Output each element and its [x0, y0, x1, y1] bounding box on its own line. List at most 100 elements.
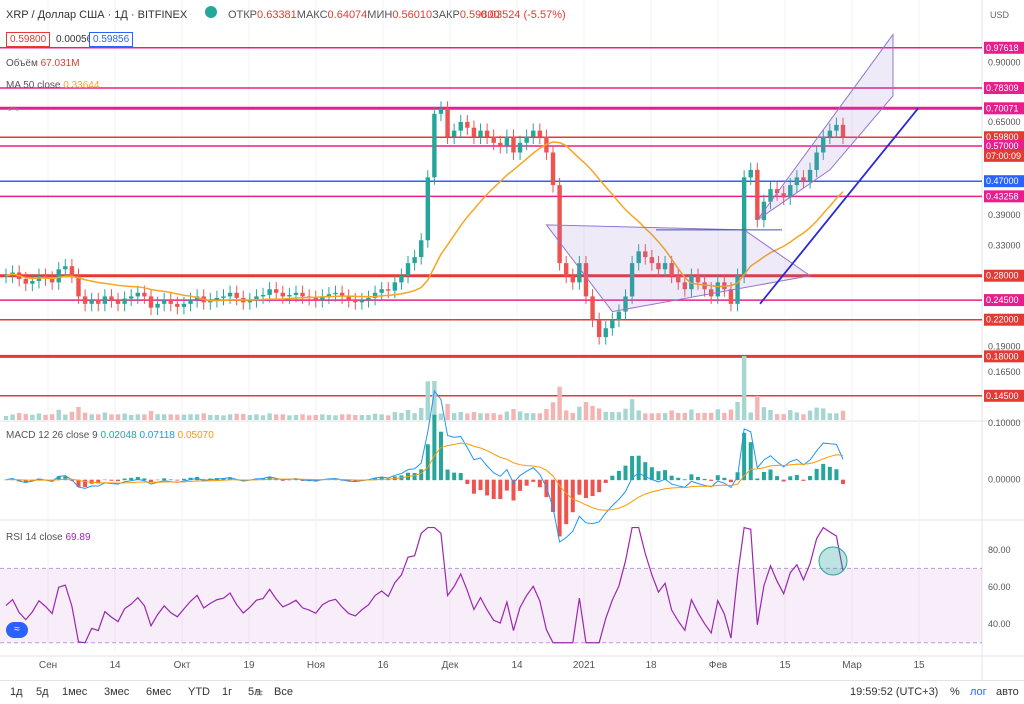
range-1д[interactable]: 1д: [10, 686, 23, 698]
ohlc-key: МИН: [367, 9, 393, 21]
collapse-legend-icon[interactable]: ︽: [8, 101, 19, 113]
volume-bar: [590, 405, 595, 420]
macd-histogram-bar: [491, 479, 496, 500]
range-3мес[interactable]: 3мес: [104, 686, 130, 698]
buy-button[interactable]: 0.59856: [89, 32, 134, 47]
ma-line: [5, 141, 844, 302]
candle: [234, 292, 239, 298]
macd-histogram-bar: [761, 471, 766, 481]
macd-histogram-bar: [412, 473, 417, 481]
volume-bar: [135, 414, 141, 420]
time-tick-label: 15: [913, 660, 925, 671]
candle: [188, 300, 193, 304]
macd-histogram-bar: [188, 477, 193, 481]
candle: [30, 281, 35, 284]
macd-histogram-bar: [379, 477, 384, 481]
range-5д[interactable]: 5д: [36, 686, 49, 698]
volume-bar: [3, 416, 9, 420]
candle: [89, 300, 94, 304]
countdown-label: 07:00:09: [986, 151, 1021, 161]
candle: [405, 263, 411, 276]
macd-histogram-bar: [471, 479, 476, 494]
volume-bar: [43, 414, 48, 420]
macd-histogram-bar: [808, 475, 813, 481]
macd-histogram-bar: [425, 444, 430, 481]
level-tag: [984, 389, 1024, 402]
date-range-icon[interactable]: ⌗: [256, 686, 263, 700]
level-tag-label: 0.70071: [986, 103, 1019, 113]
level-tag: [984, 139, 1024, 152]
volume-bar: [577, 406, 582, 420]
volume-bar: [524, 413, 529, 420]
candle: [498, 142, 503, 146]
level-tag: [984, 82, 1024, 95]
candle: [122, 298, 127, 304]
range-6мес[interactable]: 6мес: [146, 686, 172, 698]
candle: [82, 296, 88, 304]
macd-histogram-bar: [616, 470, 621, 481]
volume-bar: [155, 414, 160, 420]
volume-bar: [353, 414, 358, 420]
percent-toggle[interactable]: %: [950, 686, 960, 698]
range-YTD[interactable]: YTD: [188, 686, 210, 698]
macd-histogram-bar: [76, 479, 81, 487]
candle: [788, 185, 793, 198]
log-toggle[interactable]: лог: [970, 686, 987, 698]
time-tick-label: 18: [645, 660, 657, 671]
volume-bar: [181, 414, 187, 420]
volume-bar: [478, 413, 483, 420]
macd-histogram-bar: [696, 476, 701, 481]
candle: [484, 130, 490, 137]
volume-bar: [827, 413, 833, 420]
candle: [577, 263, 582, 283]
macd-histogram-bar: [583, 479, 588, 499]
volume-bar: [557, 386, 562, 420]
tradingview-logo-icon[interactable]: ≈: [6, 622, 28, 638]
auto-toggle[interactable]: авто: [996, 686, 1019, 698]
candle: [274, 289, 279, 293]
volume-bar: [168, 414, 173, 420]
candle: [386, 289, 391, 291]
volume-bar: [36, 413, 42, 420]
candle: [3, 275, 9, 277]
range-Все[interactable]: Все: [274, 686, 293, 698]
macd-histogram-bar: [129, 477, 134, 481]
macd-histogram-bar: [722, 477, 727, 481]
candle: [260, 294, 266, 297]
macd-histogram-bar: [102, 479, 107, 481]
candle: [603, 328, 608, 338]
macd-histogram-bar: [682, 479, 687, 481]
sell-button[interactable]: 0.59800: [6, 32, 51, 47]
macd-histogram-bar: [96, 479, 101, 484]
level-tag: [984, 190, 1024, 203]
candle: [247, 300, 253, 303]
macd-tick-label: 0.00000: [988, 475, 1021, 485]
range-1мес[interactable]: 1мес: [62, 686, 88, 698]
volume-bar: [194, 414, 200, 420]
price-tick-label: 0.16500: [988, 367, 1021, 377]
range-5л[interactable]: 5л: [248, 686, 261, 698]
volume-bar: [372, 413, 378, 420]
candle: [287, 294, 292, 297]
macd-histogram-bar: [353, 479, 358, 482]
volume-bar: [636, 410, 641, 420]
macd-histogram-bar: [511, 479, 516, 501]
macd-histogram-bar: [458, 472, 463, 481]
volume-bar: [142, 414, 147, 420]
candle: [221, 296, 226, 298]
candle: [643, 251, 648, 258]
macd-histogram-bar: [373, 477, 378, 481]
volume-bar: [267, 413, 272, 420]
volume-bar: [405, 410, 411, 420]
macd-histogram-bar: [709, 479, 714, 481]
volume-bar: [801, 414, 806, 420]
rsi-legend: RSI 14 close 69.89: [6, 532, 91, 543]
candle: [300, 292, 305, 297]
macd-histogram-bar: [175, 479, 180, 481]
candle: [814, 152, 819, 170]
volume-bar: [511, 409, 516, 420]
candle: [511, 136, 516, 153]
range-1г[interactable]: 1г: [222, 686, 233, 698]
volume-legend: Объём 67.031M: [6, 58, 80, 69]
